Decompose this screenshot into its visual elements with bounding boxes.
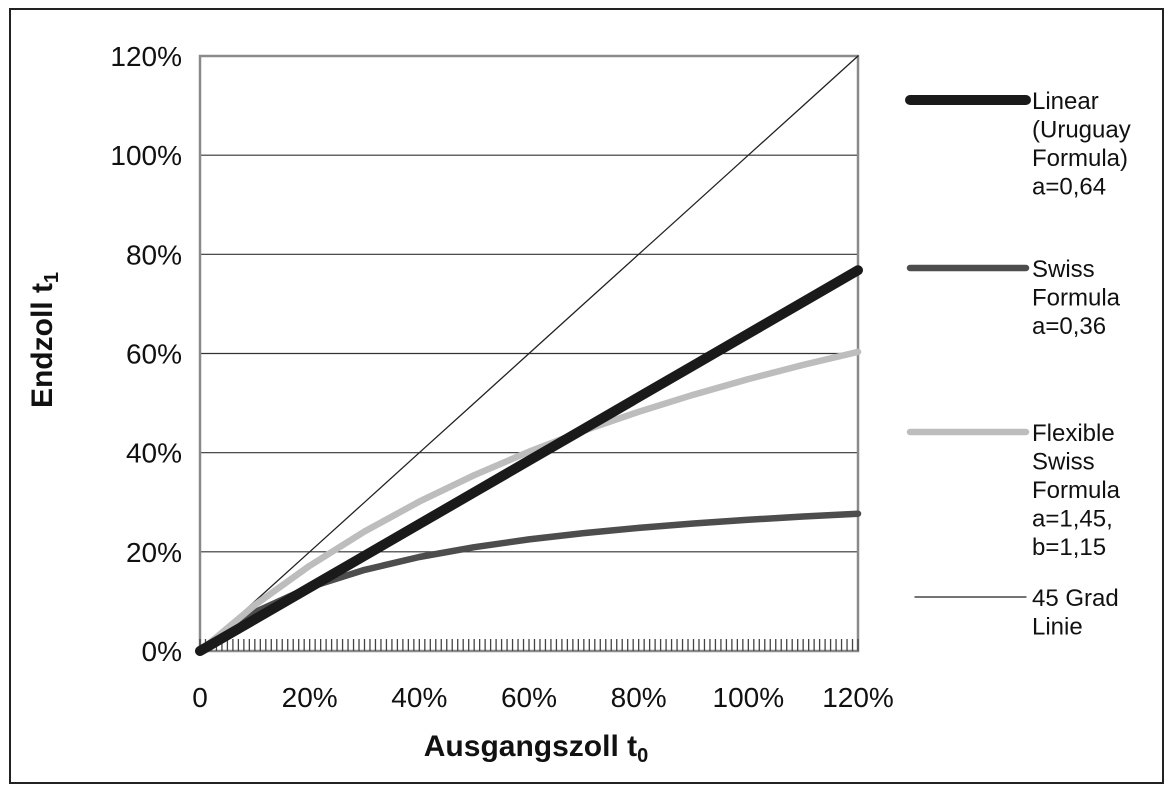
y-axis-label: Endzoll t1 (26, 272, 63, 408)
y-tick-label: 20% (126, 537, 182, 568)
series-line (195, 265, 863, 656)
legend-label: Formula (1032, 477, 1121, 504)
x-axis-label-text: Ausgangszoll t (424, 730, 637, 763)
legend-label: (Uruguay (1032, 117, 1131, 144)
x-tick-labels: 0 20% 40% 60% 80% 100% 120% (192, 682, 894, 713)
legend-label: a=1,45, (1032, 506, 1113, 533)
y-tick-labels: 0% 20% 40% 60% 80% 100% 120% (110, 41, 182, 667)
y-tick-label: 40% (126, 438, 182, 469)
y-tick-label: 100% (110, 140, 182, 171)
y-axis-label-subscript: 1 (41, 272, 63, 283)
legend-label: a=0,64 (1032, 174, 1106, 201)
x-tick-label: 60% (501, 682, 557, 713)
x-minor-ticks (199, 639, 859, 651)
x-tick-label: 80% (611, 682, 667, 713)
y-tick-label: 60% (126, 339, 182, 370)
series-line (199, 55, 859, 652)
y-tick-label: 0% (142, 636, 182, 667)
legend-label: Formula) (1032, 145, 1128, 172)
x-tick-label: 40% (391, 682, 447, 713)
x-tick-label: 20% (282, 682, 338, 713)
legend-label: Swiss (1032, 256, 1095, 283)
legend-label: a=0,36 (1032, 313, 1106, 340)
y-axis-label-text: Endzoll t (26, 283, 59, 408)
legend: Linear(UruguayFormula)a=0,64SwissFormula… (905, 88, 1131, 641)
x-tick-label: 0 (192, 682, 208, 713)
x-axis-label: Ausgangszoll t0 (424, 730, 648, 767)
legend-label: Formula (1032, 285, 1121, 312)
x-axis-label-subscript: 0 (637, 745, 648, 767)
series-line (196, 348, 862, 655)
x-tick-label: 120% (822, 682, 894, 713)
y-tick-label: 80% (126, 239, 182, 270)
legend-label: b=1,15 (1032, 534, 1106, 561)
x-tick-label: 100% (713, 682, 785, 713)
outer-border (9, 8, 1164, 784)
legend-label: Linear (1032, 88, 1099, 115)
legend-label: 45 Grad (1032, 585, 1119, 612)
legend-label: Flexible (1032, 420, 1115, 447)
y-tick-label: 120% (110, 41, 182, 72)
legend-label: Swiss (1032, 449, 1095, 476)
legend-label: Linie (1032, 614, 1083, 641)
series-lines (195, 55, 863, 656)
